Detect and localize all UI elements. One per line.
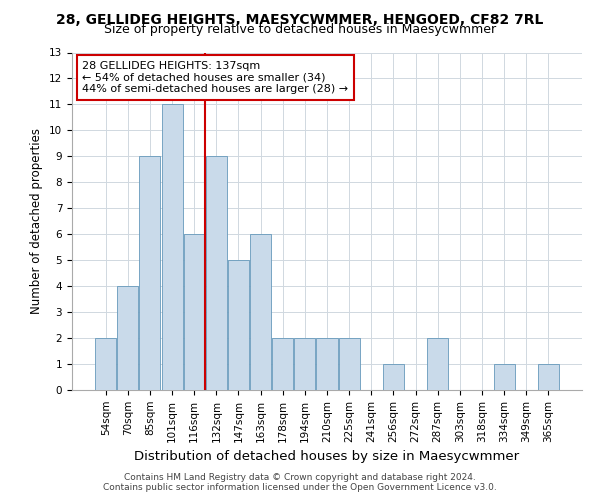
Bar xyxy=(250,234,271,390)
Text: Size of property relative to detached houses in Maesycwmmer: Size of property relative to detached ho… xyxy=(104,22,496,36)
Text: Contains HM Land Registry data © Crown copyright and database right 2024.
Contai: Contains HM Land Registry data © Crown c… xyxy=(103,473,497,492)
X-axis label: Distribution of detached houses by size in Maesycwmmer: Distribution of detached houses by size … xyxy=(134,450,520,463)
Bar xyxy=(118,286,139,390)
Bar xyxy=(494,364,515,390)
Bar xyxy=(228,260,249,390)
Y-axis label: Number of detached properties: Number of detached properties xyxy=(31,128,43,314)
Bar xyxy=(206,156,227,390)
Bar xyxy=(295,338,316,390)
Bar xyxy=(161,104,182,390)
Bar xyxy=(338,338,359,390)
Bar xyxy=(184,234,205,390)
Bar xyxy=(316,338,338,390)
Bar xyxy=(383,364,404,390)
Bar xyxy=(538,364,559,390)
Bar xyxy=(139,156,160,390)
Bar xyxy=(272,338,293,390)
Bar xyxy=(95,338,116,390)
Text: 28 GELLIDEG HEIGHTS: 137sqm
← 54% of detached houses are smaller (34)
44% of sem: 28 GELLIDEG HEIGHTS: 137sqm ← 54% of det… xyxy=(82,61,349,94)
Bar xyxy=(427,338,448,390)
Text: 28, GELLIDEG HEIGHTS, MAESYCWMMER, HENGOED, CF82 7RL: 28, GELLIDEG HEIGHTS, MAESYCWMMER, HENGO… xyxy=(56,12,544,26)
